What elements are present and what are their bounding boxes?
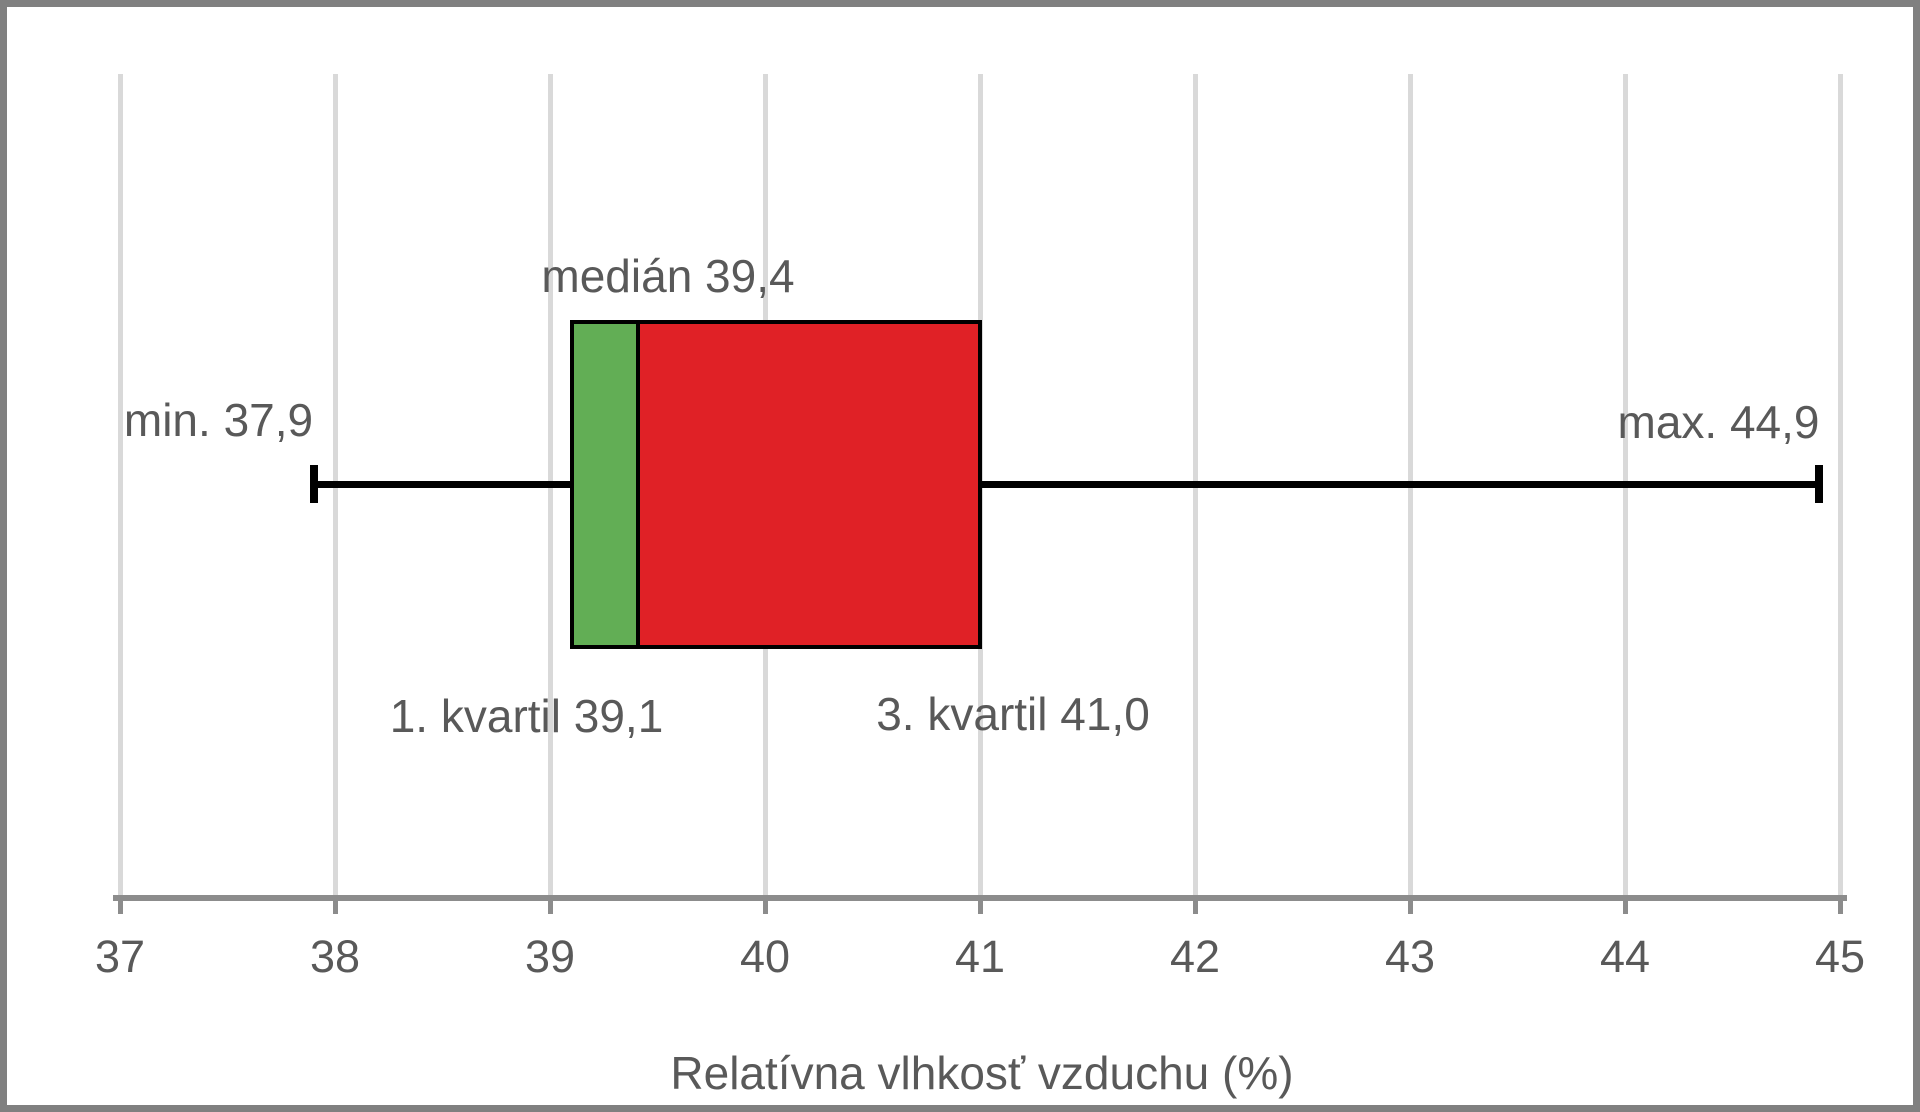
gridline (117, 74, 123, 895)
x-axis-tick (1407, 895, 1413, 914)
x-axis-tick (1837, 895, 1843, 914)
x-axis-tick (1622, 895, 1628, 914)
x-tick-label: 45 (1814, 931, 1866, 982)
median-label: medián 39,4 (541, 250, 795, 302)
x-tick-label: 40 (739, 931, 791, 982)
x-axis-tick (117, 895, 123, 914)
x-axis-tick (977, 895, 983, 914)
box (569, 320, 982, 649)
whisker-cap-max (1814, 465, 1823, 503)
x-axis-tick (1192, 895, 1198, 914)
x-tick-label: 42 (1169, 931, 1221, 982)
x-tick-label: 43 (1384, 931, 1436, 982)
gridline (1837, 74, 1843, 895)
whisker-line-left (313, 480, 572, 488)
box-upper-quartile-segment (640, 324, 978, 645)
max-label: max. 44,9 (1617, 396, 1820, 448)
x-tick-label: 38 (309, 931, 361, 982)
x-axis-tick (547, 895, 553, 914)
whisker-cap-min (309, 465, 318, 503)
x-tick-label: 44 (1599, 931, 1651, 982)
x-tick-label: 39 (524, 931, 576, 982)
min-label: min. 37,9 (123, 394, 314, 446)
whisker-line-right (980, 480, 1819, 488)
x-axis-title: Relatívna vlhkosť vzduchu (%) (670, 1047, 1294, 1099)
x-tick-label: 41 (954, 931, 1006, 982)
median-line (636, 324, 640, 645)
q1-label: 1. kvartil 39,1 (389, 690, 664, 742)
q3-label: 3. kvartil 41,0 (876, 688, 1150, 740)
x-axis-tick (332, 895, 338, 914)
box-lower-quartile-segment (573, 324, 636, 645)
x-axis-tick (762, 895, 768, 914)
x-tick-label: 37 (94, 931, 146, 982)
